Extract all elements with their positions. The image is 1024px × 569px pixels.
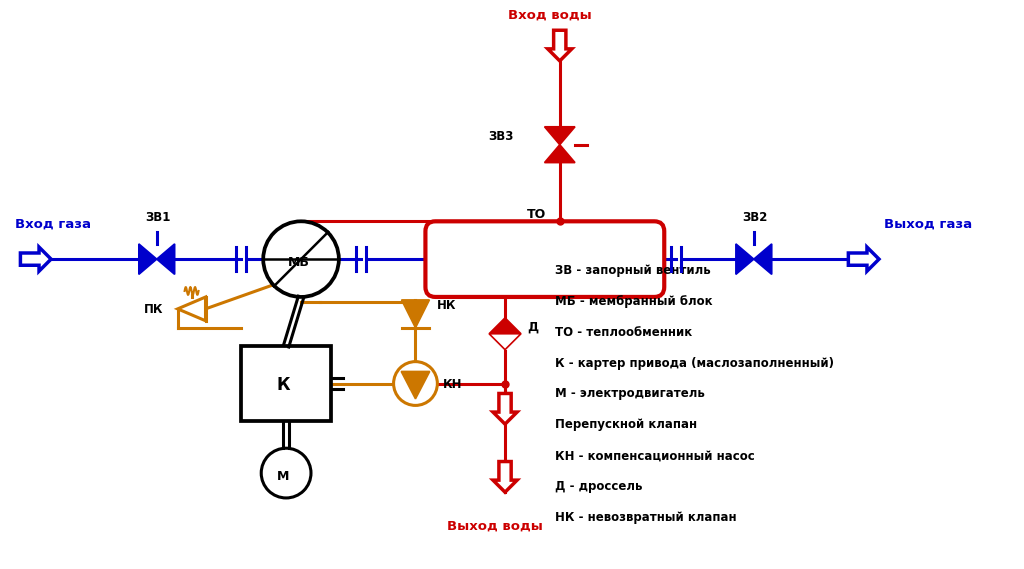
Bar — [242, 346, 331, 421]
Text: МБ - мембранный блок: МБ - мембранный блок — [555, 295, 713, 308]
Polygon shape — [20, 247, 51, 271]
Text: М: М — [278, 470, 290, 483]
Polygon shape — [489, 318, 521, 334]
Polygon shape — [401, 300, 429, 328]
Text: ЗВ3: ЗВ3 — [488, 130, 513, 143]
Polygon shape — [548, 30, 571, 61]
Text: НК: НК — [437, 299, 457, 312]
Polygon shape — [545, 127, 575, 145]
Polygon shape — [493, 461, 517, 492]
Polygon shape — [401, 372, 430, 399]
Text: МБ: МБ — [288, 256, 310, 269]
Text: КН - компенсационный насос: КН - компенсационный насос — [555, 449, 755, 462]
Circle shape — [263, 221, 339, 297]
Text: ТО - теплообменник: ТО - теплообменник — [555, 326, 692, 339]
Text: ПК: ПК — [143, 303, 163, 316]
Text: НК - невозвратный клапан: НК - невозвратный клапан — [555, 511, 736, 524]
Text: К: К — [276, 377, 290, 394]
Text: ЗВ2: ЗВ2 — [741, 211, 767, 224]
Text: Д: Д — [527, 321, 538, 334]
Text: Вход газа: Вход газа — [15, 217, 91, 230]
Polygon shape — [545, 145, 575, 163]
Polygon shape — [139, 244, 157, 274]
Text: М - электродвигатель: М - электродвигатель — [555, 387, 705, 401]
Polygon shape — [489, 334, 521, 350]
Text: Перепускной клапан: Перепускной клапан — [555, 418, 697, 431]
Polygon shape — [177, 297, 206, 321]
Text: ТО: ТО — [527, 208, 546, 221]
Text: Вход воды: Вход воды — [508, 9, 592, 21]
Text: Выход газа: Выход газа — [884, 217, 972, 230]
Text: К - картер привода (маслозаполненный): К - картер привода (маслозаполненный) — [555, 357, 834, 370]
Polygon shape — [157, 244, 175, 274]
Polygon shape — [736, 244, 754, 274]
Polygon shape — [848, 247, 879, 271]
Text: Выход воды: Выход воды — [447, 520, 543, 533]
Text: КН: КН — [443, 378, 463, 391]
Polygon shape — [754, 244, 772, 274]
Text: ЗВ - запорный вентиль: ЗВ - запорный вентиль — [555, 264, 711, 277]
Circle shape — [393, 362, 437, 405]
Text: ЗВ1: ЗВ1 — [144, 211, 170, 224]
Circle shape — [261, 448, 311, 498]
Polygon shape — [493, 394, 517, 424]
Text: Д - дроссель: Д - дроссель — [555, 480, 642, 493]
FancyBboxPatch shape — [425, 221, 665, 297]
